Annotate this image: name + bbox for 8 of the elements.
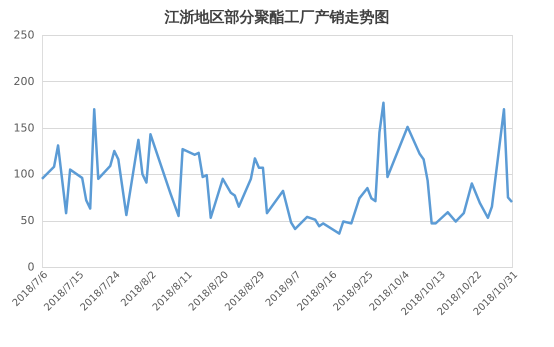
y-tick-label: 100 [14, 168, 34, 181]
y-tick-label: 200 [14, 74, 34, 88]
y-tick-label: 250 [14, 28, 34, 42]
y-tick-label: 150 [14, 121, 34, 134]
line-series [40, 101, 514, 235]
y-tick-label: 0 [28, 260, 34, 274]
y-tick-label: 50 [20, 214, 34, 228]
chart-title: 江浙地区部分聚酯工厂产销走势图 [164, 8, 390, 26]
